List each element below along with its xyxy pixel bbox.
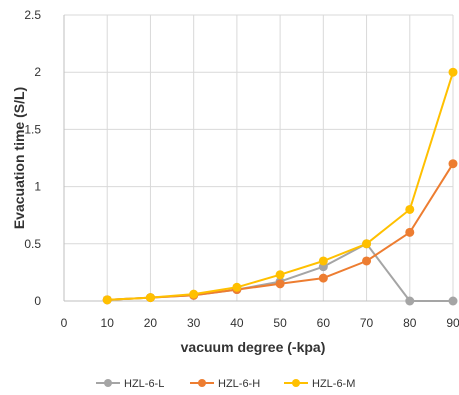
x-tick-label: 0 [61,316,68,330]
x-tick-label: 50 [273,316,287,330]
y-axis-title: Evacuation time (S/L) [11,87,27,229]
legend-dot-marker [104,379,112,387]
y-tick-label: 0 [34,294,41,308]
data-point-hzl-6-l [448,296,458,306]
legend-dot-marker [292,379,300,387]
data-point-hzl-6-m [102,295,112,305]
data-point-hzl-6-h [362,256,372,266]
x-tick-label: 80 [403,316,417,330]
y-tick-label: 1 [34,180,41,194]
x-tick-label: 40 [230,316,244,330]
legend-item: HZL-6-L [96,378,164,390]
x-tick-label: 20 [144,316,158,330]
data-point-hzl-6-m [145,293,155,303]
tick-labels: 0 0.5 1 1.5 2 2.5 0 10 20 30 40 50 60 70 80 90 [24,8,459,330]
legend-label: HZL-6-M [312,378,355,390]
data-point-hzl-6-m [275,270,285,280]
legend-label: HZL-6-L [124,378,164,390]
data-point-hzl-6-h [448,159,458,169]
axes [63,15,453,302]
grid-lines [64,14,454,301]
y-tick-label: 1.5 [24,122,41,136]
x-tick-label: 30 [187,316,201,330]
data-point-hzl-6-m [405,204,415,214]
data-point-hzl-6-m [318,256,328,266]
data-point-hzl-6-h [318,273,328,283]
y-tick-label: 2 [34,65,41,79]
x-tick-label: 70 [360,316,374,330]
data-point-hzl-6-h [275,279,285,289]
data-point-hzl-6-m [189,289,199,299]
data-point-hzl-6-l [405,296,415,306]
data-point-hzl-6-m [232,282,242,292]
legend-item: HZL-6-H [190,378,260,390]
data-point-hzl-6-m [362,239,372,249]
x-tick-label: 90 [446,316,459,330]
data-point-hzl-6-h [405,227,415,237]
legend: HZL-6-L HZL-6-H HZL-6-M [96,378,355,390]
x-tick-label: 60 [317,316,331,330]
legend-item: HZL-6-M [284,378,355,390]
x-tick-label: 10 [101,316,115,330]
y-tick-label: 2.5 [24,8,41,22]
data-point-hzl-6-m [448,67,458,77]
x-axis-title: vacuum degree (-kpa) [181,339,326,355]
y-tick-label: 0.5 [24,237,41,251]
legend-dot-marker [198,379,206,387]
legend-label: HZL-6-H [218,378,260,390]
series-points [102,67,458,306]
